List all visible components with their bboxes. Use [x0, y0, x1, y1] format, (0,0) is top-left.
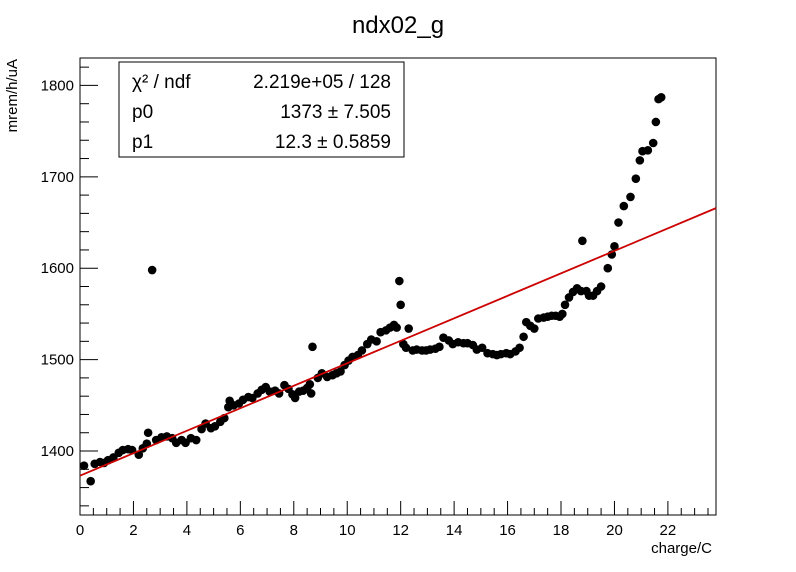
data-point	[515, 343, 524, 353]
stats-chi2-value: 2.219e+05 / 128	[253, 72, 391, 93]
stats-p0-label: p0	[132, 102, 153, 123]
x-tick-label: 18	[553, 522, 570, 539]
data-point	[79, 461, 89, 470]
data-point	[648, 138, 658, 148]
data-point	[619, 201, 629, 211]
data-point	[558, 309, 567, 319]
y-tick-label: 1600	[41, 260, 74, 277]
x-tick-label: 4	[183, 522, 191, 539]
data-point	[519, 332, 528, 342]
chart-title: ndx02_g	[352, 12, 444, 39]
data-point	[306, 389, 316, 398]
y-tick-label: 1400	[41, 443, 74, 460]
x-tick-label: 0	[76, 522, 84, 539]
data-points	[79, 93, 666, 486]
fit-line	[79, 207, 717, 477]
x-tick-label: 8	[290, 522, 298, 539]
stats-chi2-label: χ² / ndf	[132, 72, 191, 93]
x-tick-label: 10	[339, 522, 356, 539]
x-axis-ticks: 0 2 4 6 8 10 12 14 16 18 20 22	[76, 501, 709, 539]
data-point	[631, 174, 641, 183]
data-point	[372, 337, 381, 346]
data-point	[614, 218, 623, 227]
y-tick-label: 1700	[41, 169, 74, 186]
data-point	[147, 265, 157, 275]
data-point	[529, 324, 539, 333]
stats-p1-value: 12.3 ± 0.5859	[275, 132, 391, 153]
data-point	[435, 342, 444, 352]
x-tick-label: 14	[446, 522, 463, 539]
data-point	[635, 156, 645, 165]
data-point	[290, 393, 300, 403]
data-point	[578, 236, 587, 246]
data-point	[143, 428, 153, 438]
y-tick-label: 1800	[41, 77, 74, 94]
data-point	[357, 346, 367, 355]
x-tick-label: 6	[236, 522, 244, 539]
x-tick-label: 2	[129, 522, 137, 539]
data-point	[86, 476, 95, 486]
data-point	[656, 93, 666, 102]
y-axis-ticks: 1400 1500 1600 1700 1800	[41, 66, 98, 507]
data-point	[651, 117, 661, 127]
x-tick-label: 20	[606, 522, 623, 539]
data-point	[392, 323, 401, 332]
data-point	[477, 343, 487, 353]
stats-box-frame	[118, 61, 405, 158]
x-tick-label: 22	[660, 522, 677, 539]
y-tick-label: 1500	[41, 352, 74, 369]
data-point	[305, 379, 315, 389]
stats-p0-value: 1373 ± 7.505	[280, 102, 391, 123]
x-tick-label: 16	[499, 522, 516, 539]
data-point	[404, 324, 413, 333]
data-point	[396, 300, 405, 310]
data-point	[643, 146, 653, 155]
data-point	[610, 241, 619, 251]
stats-box: χ² / ndf 2.219e+05 / 128 p0 1373 ± 7.505…	[118, 61, 405, 158]
data-point	[626, 192, 635, 202]
data-point	[395, 276, 404, 286]
stats-p1-label: p1	[132, 132, 153, 153]
data-point	[308, 342, 317, 352]
data-point	[401, 343, 411, 353]
x-axis-label: charge/C	[651, 540, 712, 557]
y-axis-label: mrem/h/uA	[4, 59, 21, 132]
data-point	[191, 435, 201, 445]
data-point	[603, 263, 613, 273]
data-point	[336, 367, 345, 376]
x-tick-label: 12	[392, 522, 409, 539]
data-point	[596, 282, 606, 291]
data-point	[560, 300, 570, 310]
